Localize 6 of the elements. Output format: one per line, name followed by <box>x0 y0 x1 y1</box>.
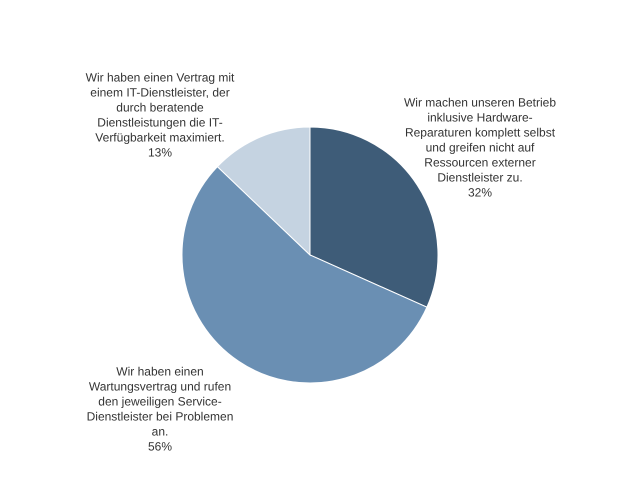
slice-label: Wir machen unseren Betrieb inklusive Hardware-Reparaturen komplett selbst und greifen nicht auf Ressourcen externer Dienstleister zu. <box>404 96 556 185</box>
slice-label: Wir haben einen Vertrag mit einem IT-Dienstleister, der durch beratende Dienstleistungen die IT-Verfügbarkeit maximiert. <box>86 70 236 144</box>
slice-label: Wir haben einen Wartungsvertrag und rufen den jeweiligen Service-Dienstleister bei Problemen an. <box>86 364 234 438</box>
data-label: 13% <box>148 145 172 160</box>
data-label: 56% <box>148 439 172 454</box>
data-label: 32% <box>468 186 492 200</box>
